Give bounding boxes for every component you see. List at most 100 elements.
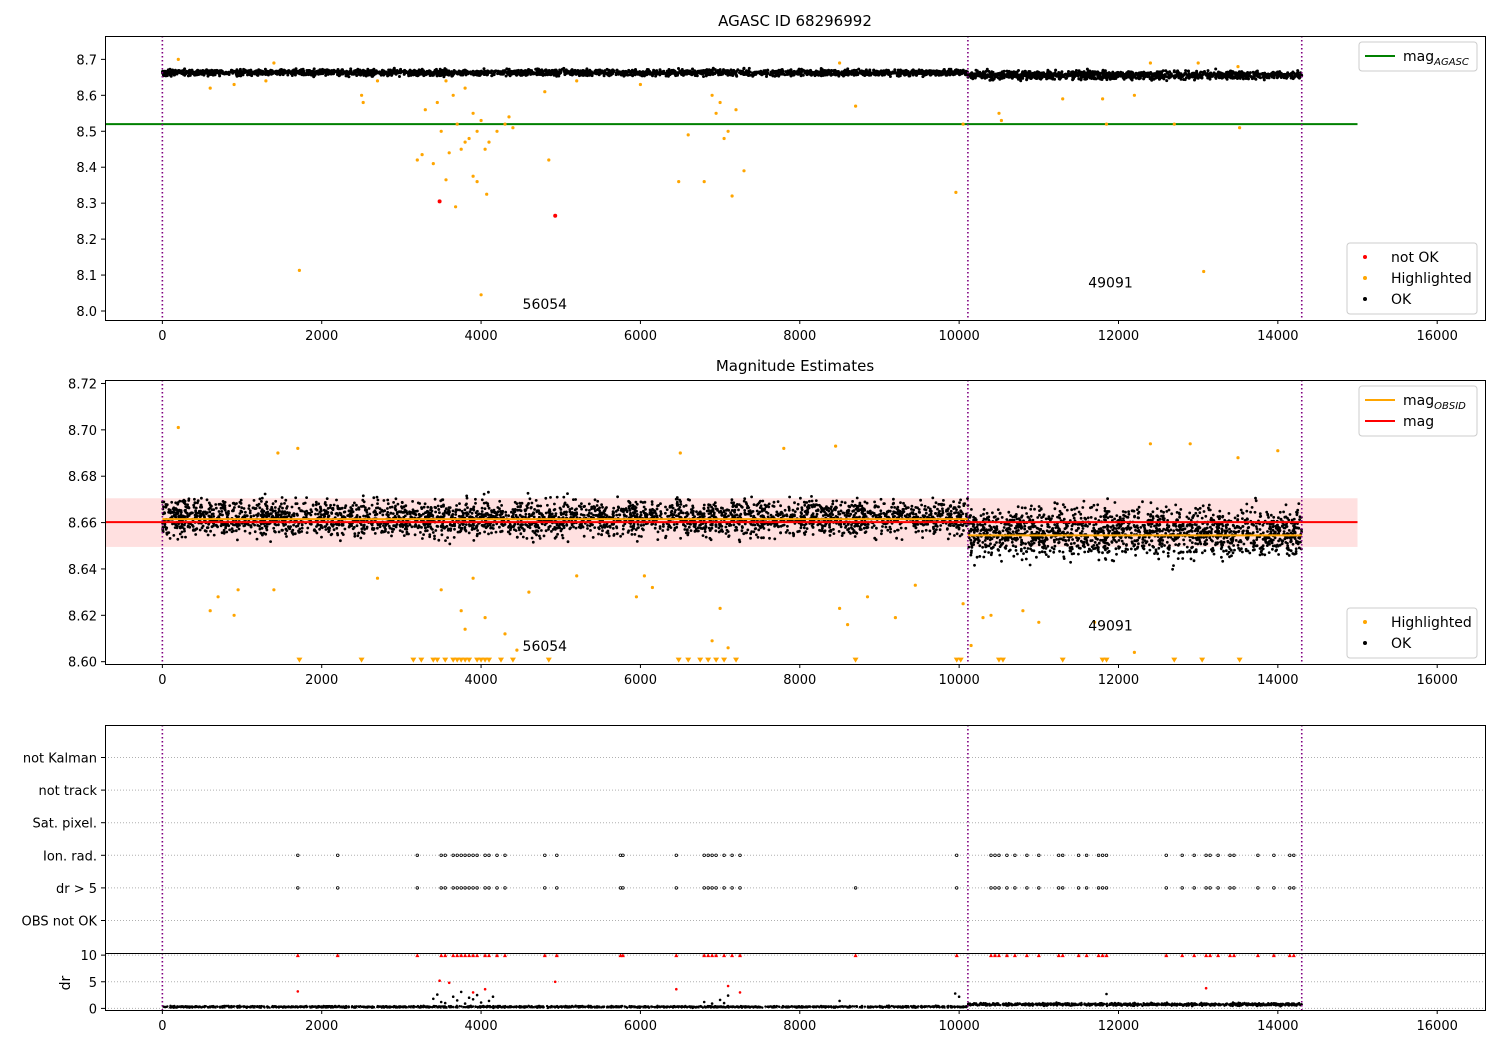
- data-point: [485, 192, 489, 196]
- ok-point: [365, 525, 369, 529]
- ok-point: [396, 502, 400, 506]
- ok-point: [430, 73, 434, 77]
- ok-point: [619, 73, 623, 77]
- data-point: [838, 61, 842, 65]
- ok-point: [269, 68, 273, 72]
- data-point: [718, 606, 722, 611]
- ok-point: [701, 534, 705, 537]
- ok-point: [1131, 72, 1135, 76]
- ok-point: [724, 72, 728, 76]
- ok-point: [1252, 72, 1256, 76]
- ok-point: [1006, 72, 1010, 76]
- data-point: [463, 627, 467, 631]
- ok-point: [340, 72, 344, 76]
- data-point: [834, 444, 838, 448]
- ok-point: [347, 71, 351, 75]
- ok-point: [586, 69, 590, 73]
- ok-point: [1160, 76, 1164, 80]
- data-point: [999, 118, 1004, 123]
- ok-point: [507, 69, 511, 73]
- ok-point: [761, 72, 765, 76]
- ok-point: [1080, 72, 1083, 76]
- data-point: [423, 108, 427, 112]
- ok-point: [219, 70, 223, 74]
- data-point: [1238, 126, 1242, 130]
- highlighted-clipped-marker: [697, 657, 704, 663]
- data-point: [208, 609, 212, 613]
- ok-point: [626, 531, 630, 534]
- ok-point: [640, 74, 644, 78]
- ok-point: [542, 534, 546, 538]
- ok-point: [1191, 75, 1195, 79]
- ok-point: [835, 499, 838, 503]
- y-tick-label: 8.1: [76, 269, 97, 284]
- ok-point: [398, 75, 401, 78]
- ok-point: [616, 505, 620, 509]
- ok-point: [435, 73, 439, 77]
- ok-point: [904, 69, 908, 73]
- ok-point: [589, 529, 592, 532]
- ok-point: [890, 505, 893, 509]
- ok-point: [316, 71, 320, 74]
- ok-point: [1129, 77, 1133, 81]
- ok-point: [163, 69, 167, 73]
- ok-point: [1011, 72, 1015, 76]
- data-point: [838, 606, 842, 611]
- ok-point: [350, 72, 354, 76]
- ok-point: [1014, 70, 1018, 74]
- ok-point: [228, 528, 232, 532]
- data-point: [1104, 122, 1109, 126]
- data-point: [722, 136, 726, 141]
- ok-point: [585, 74, 589, 78]
- ok-point: [714, 529, 718, 533]
- ok-point: [580, 502, 583, 505]
- ok-point: [1108, 77, 1112, 81]
- ok-point: [668, 69, 672, 73]
- ok-point: [243, 68, 247, 72]
- ok-point: [434, 67, 438, 71]
- ok-point: [188, 73, 192, 77]
- ok-point: [1165, 70, 1169, 74]
- ok-point: [482, 492, 486, 496]
- ok-point: [940, 71, 944, 74]
- ok-point: [1126, 70, 1130, 74]
- ok-point: [731, 72, 734, 76]
- ok-point: [681, 73, 685, 77]
- ok-point: [353, 501, 356, 505]
- ok-point: [984, 74, 988, 78]
- ok-point: [515, 73, 519, 77]
- ok-point: [271, 72, 275, 76]
- ok-point: [1198, 73, 1202, 77]
- ok-point: [370, 503, 374, 507]
- x-tick-label: 6000: [624, 329, 657, 344]
- y-tick-label: 8.4: [76, 161, 97, 176]
- ok-point: [748, 73, 752, 77]
- ok-point: [511, 70, 515, 74]
- data-point: [726, 646, 730, 650]
- ok-point: [1193, 76, 1197, 80]
- data-point: [463, 140, 467, 144]
- ok-point: [508, 71, 512, 75]
- ok-point: [263, 67, 267, 71]
- ok-point: [734, 70, 738, 74]
- ok-point: [799, 496, 802, 500]
- data-point: [471, 174, 475, 178]
- ok-point: [1220, 76, 1224, 80]
- ok-point: [666, 74, 670, 78]
- ok-point: [615, 532, 619, 536]
- ok-point: [622, 71, 626, 75]
- ok-point: [949, 70, 953, 74]
- highlighted-clipped-marker: [852, 657, 859, 663]
- ok-point: [555, 495, 559, 499]
- ok-point: [487, 490, 490, 494]
- ok-point: [1098, 76, 1102, 80]
- ok-point: [167, 71, 171, 75]
- highlighted-clipped-marker: [721, 657, 728, 663]
- ok-point: [247, 504, 251, 507]
- ok-point: [612, 506, 616, 510]
- ok-point: [286, 73, 290, 77]
- ok-point: [1165, 79, 1169, 83]
- ok-point: [809, 70, 813, 74]
- data-point: [507, 115, 511, 119]
